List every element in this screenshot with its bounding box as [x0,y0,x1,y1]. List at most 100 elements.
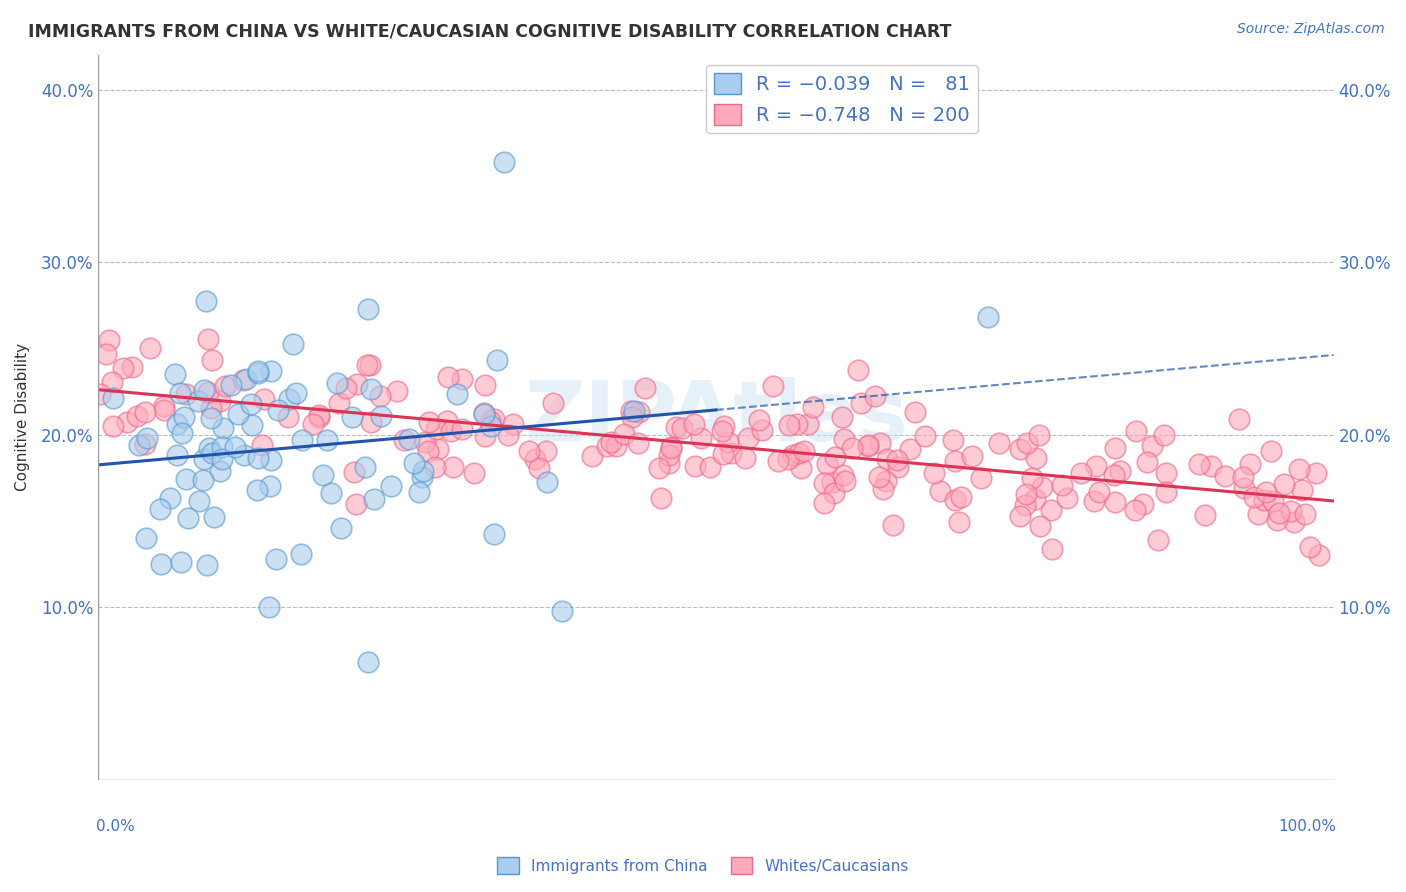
Point [605,439,627,453]
Point [1140,439,1163,453]
Point [392,433,415,447]
Point [887,460,910,475]
Point [426,442,449,456]
Point [1010,508,1032,523]
Point [246,366,269,380]
Point [717,434,740,449]
Point [868,470,890,484]
Point [412,464,434,478]
Point [988,436,1011,450]
Point [1154,467,1177,481]
Point [628,405,651,419]
Point [135,531,157,545]
Point [1282,515,1305,529]
Point [194,293,217,308]
Point [977,310,1000,325]
Point [357,656,380,670]
Legend: Immigrants from China, Whites/Caucasians: Immigrants from China, Whites/Caucasians [491,851,915,880]
Point [416,443,439,458]
Point [319,486,342,500]
Point [620,404,643,418]
Point [793,443,815,458]
Point [325,376,347,390]
Point [734,451,756,466]
Point [356,358,378,372]
Point [949,490,972,504]
Point [235,372,257,386]
Point [1084,459,1107,474]
Point [778,418,800,433]
Point [751,423,773,437]
Point [193,383,215,397]
Point [886,453,908,467]
Point [620,409,643,424]
Point [623,404,645,418]
Point [193,452,215,467]
Point [201,446,224,460]
Point [943,454,966,468]
Point [250,437,273,451]
Point [711,447,734,461]
Point [1088,484,1111,499]
Point [1299,541,1322,555]
Text: ZIPAtlas: ZIPAtlas [524,377,908,458]
Point [264,552,287,566]
Point [1108,465,1130,479]
Point [748,413,770,427]
Point [834,475,856,489]
Point [411,470,433,484]
Point [450,372,472,386]
Point [1153,427,1175,442]
Point [246,451,269,466]
Point [1136,455,1159,469]
Point [224,440,246,454]
Point [960,449,983,463]
Point [232,374,254,388]
Point [260,452,283,467]
Point [664,420,686,434]
Point [278,392,301,406]
Point [267,403,290,417]
Point [482,527,505,541]
Point [284,385,307,400]
Point [277,410,299,425]
Point [1052,478,1074,492]
Point [197,384,219,399]
Point [177,510,200,524]
Point [1254,485,1277,500]
Point [517,444,540,458]
Point [343,465,366,479]
Point [1040,541,1063,556]
Point [683,417,706,431]
Point [472,408,495,422]
Point [831,409,853,424]
Point [111,360,134,375]
Point [496,427,519,442]
Point [851,396,873,410]
Point [832,468,855,483]
Point [100,375,122,389]
Point [214,379,236,393]
Point [121,360,143,375]
Point [170,426,193,441]
Point [201,353,224,368]
Point [1232,470,1254,484]
Point [97,333,120,347]
Point [335,380,357,394]
Point [970,471,993,485]
Point [174,472,197,486]
Point [658,448,681,462]
Point [813,475,835,490]
Point [472,406,495,420]
Point [173,409,195,424]
Point [257,599,280,614]
Point [534,443,557,458]
Point [550,604,572,618]
Point [1028,428,1050,442]
Point [425,421,447,435]
Point [474,377,496,392]
Point [942,433,965,447]
Point [117,415,139,429]
Point [690,431,713,445]
Point [290,547,312,561]
